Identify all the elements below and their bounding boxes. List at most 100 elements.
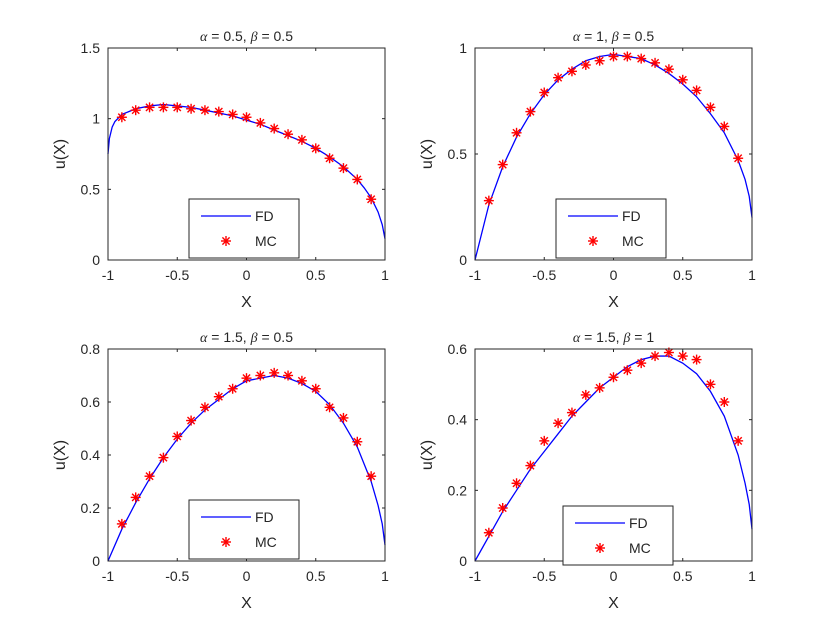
legend-mc-label: MC [622, 233, 644, 249]
legend-fd-label: FD [255, 509, 274, 525]
x-tick-label: 0 [243, 267, 251, 283]
series-mc-point [483, 527, 494, 538]
y-axis-label: u(X) [419, 139, 436, 169]
series-mc-point [553, 418, 564, 429]
x-tick-label: 0 [243, 568, 251, 584]
y-tick-label: 0.6 [81, 394, 101, 410]
series-mc-point [691, 85, 702, 96]
subplot-2: -1 -0.5 0 0.5 1 0 0.5 1 Xu(X) α = 1, β = 0.5 FD MC [419, 28, 756, 311]
series-mc-point [580, 389, 591, 400]
y-tick-label: 0.6 [448, 341, 468, 357]
series-mc-point [130, 105, 141, 116]
series-mc-point [158, 102, 169, 113]
series-mc-point [705, 379, 716, 390]
series-mc-point [199, 402, 210, 413]
y-tick-label: 0.5 [448, 146, 468, 162]
y-tick-label: 0 [459, 252, 467, 268]
series-mc-point [213, 391, 224, 402]
subplot-1: -1 -0.5 0 0.5 1 0 0.5 1 1.5 Xu(X) α = 0.5, β = 0.5… [52, 28, 389, 311]
series-mc-point [566, 407, 577, 418]
series-mc-point [719, 121, 730, 132]
y-tick-label: 0.4 [448, 412, 468, 428]
series-mc-point [255, 370, 266, 381]
x-axis-label: X [608, 595, 619, 612]
series-mc-point [594, 55, 605, 66]
x-tick-label: -0.5 [165, 267, 189, 283]
series-mc-point [310, 383, 321, 394]
series-mc-point [199, 105, 210, 116]
series-mc-point [580, 59, 591, 70]
series-mc-point [677, 74, 688, 85]
legend-fd-label: FD [255, 208, 274, 224]
x-tick-label: -0.5 [532, 267, 556, 283]
y-axis-label: u(X) [419, 440, 436, 470]
series-mc-point [622, 51, 633, 62]
series-mc-point [497, 503, 508, 513]
series-mc-point [511, 127, 522, 138]
y-tick-label: 0 [459, 553, 467, 569]
series-mc-point [296, 134, 307, 145]
series-mc-point [608, 51, 619, 62]
series-mc-point [366, 471, 377, 482]
series-mc-point [227, 383, 238, 394]
series-mc-point [158, 452, 169, 463]
series-mc-point [144, 471, 155, 482]
series-mc-point [733, 153, 744, 164]
series-mc-point [186, 103, 197, 114]
x-tick-label: -1 [102, 267, 115, 283]
y-tick-label: 1.5 [81, 40, 101, 56]
subplot-4: -1 -0.5 0 0.5 1 0 0.2 0.4 0.6 Xu(X) α = 1.5, β = 1… [419, 329, 756, 612]
series-mc-point [553, 72, 564, 83]
series-mc-point [310, 143, 321, 154]
y-tick-label: 0 [92, 252, 100, 268]
y-tick-label: 0.5 [81, 181, 101, 197]
series-mc-point [539, 435, 550, 446]
series-mc-point [241, 373, 252, 384]
x-tick-label: 0.5 [306, 568, 326, 584]
legend: FD MC [188, 499, 300, 560]
legend-box [188, 499, 300, 560]
series-mc-point [283, 370, 294, 381]
x-tick-label: -1 [469, 267, 482, 283]
x-tick-label: -1 [469, 568, 482, 584]
series-mc-point [608, 372, 619, 383]
series-mc-point [283, 129, 294, 140]
subplot-title: α = 1.5, β = 1 [573, 329, 655, 346]
x-tick-label: -0.5 [532, 568, 556, 584]
series-mc-point [116, 112, 127, 123]
x-tick-label: 1 [748, 568, 756, 584]
series-mc-point [352, 174, 363, 185]
series-mc-point [636, 358, 647, 369]
legend-mc-label: MC [255, 233, 277, 249]
series-mc-point [116, 518, 127, 529]
series-mc-point [663, 64, 674, 75]
series-mc-point [172, 102, 183, 113]
series-mc-point [719, 397, 730, 407]
legend-mc-label: MC [629, 540, 651, 556]
legend-fd-label: FD [622, 208, 641, 224]
series-mc-point [296, 375, 307, 386]
series-mc-point [650, 351, 661, 362]
legend: FD MC [562, 505, 674, 566]
series-mc-point [636, 53, 647, 64]
series-mc-point [622, 365, 633, 376]
series-mc-point [324, 402, 335, 413]
y-tick-label: 0.8 [81, 341, 101, 357]
series-mc-point [269, 123, 280, 134]
series-mc-point [227, 109, 238, 120]
subplot-title: α = 1.5, β = 0.5 [200, 329, 293, 346]
series-mc-point [483, 195, 494, 206]
x-tick-label: 0.5 [673, 568, 693, 584]
series-mc-point [241, 112, 252, 123]
legend-mc-label: MC [255, 534, 277, 550]
legend-box [555, 198, 667, 259]
series-mc-point [525, 460, 536, 471]
x-tick-label: -1 [102, 568, 115, 584]
series-mc-point [213, 106, 224, 117]
y-tick-label: 0.4 [81, 447, 101, 463]
series-mc-point [130, 492, 141, 503]
series-mc-point [650, 57, 661, 68]
series-mc-point [733, 435, 744, 446]
legend-mc-swatch [221, 537, 231, 547]
